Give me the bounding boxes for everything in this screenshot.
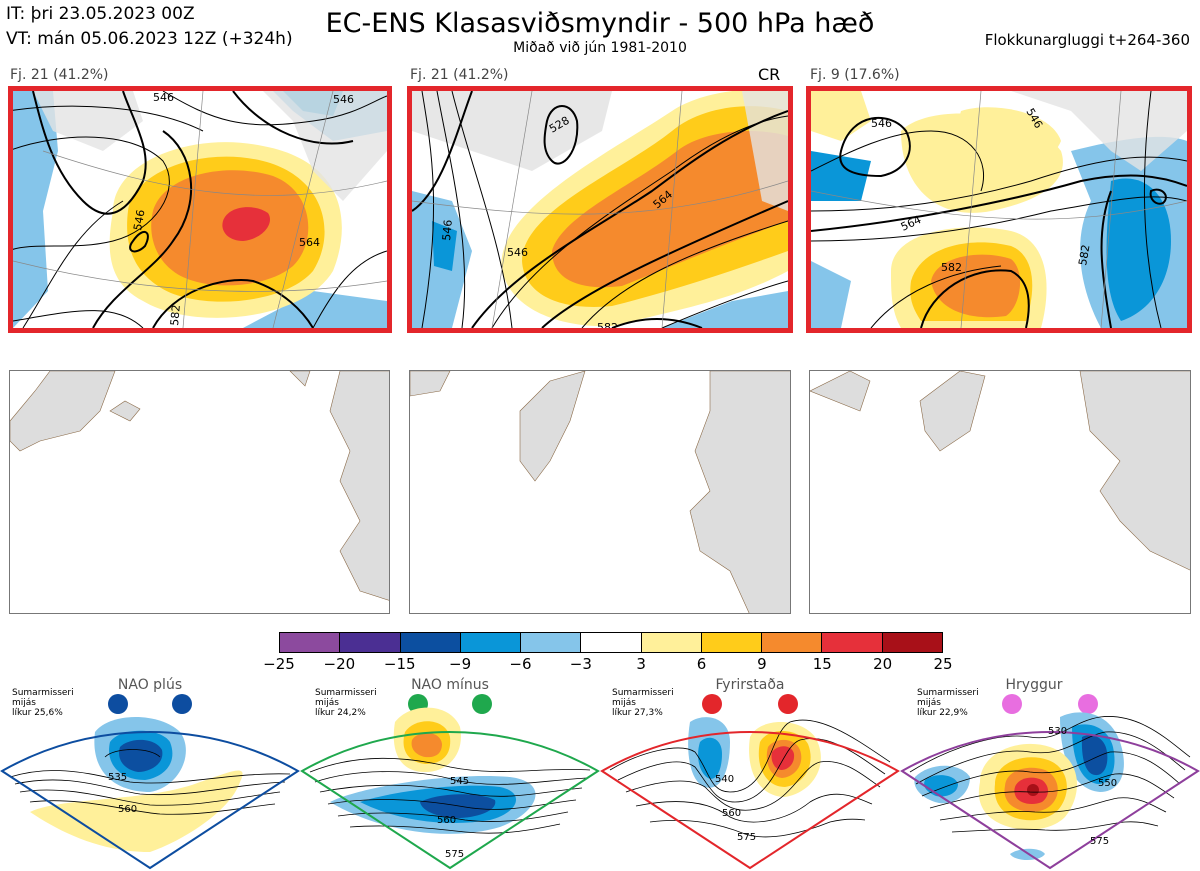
regime-3-info: Sumarmisseri mijás líkur 27,3% bbox=[612, 688, 674, 718]
land-outline-2 bbox=[410, 371, 790, 613]
contour-label: 546 bbox=[507, 246, 528, 259]
cluster-map-2-graphic: 546 564 546 528 582 bbox=[412, 91, 788, 328]
contour-label: 546 bbox=[153, 91, 174, 104]
panel-3-label: Fj. 9 (17.6%) bbox=[810, 67, 900, 83]
cluster-map-3: 546 564 582 546 582 bbox=[806, 86, 1192, 333]
contour-label: 582 bbox=[1076, 244, 1092, 267]
contour-label: 582 bbox=[597, 321, 618, 328]
regime-1-info: Sumarmisseri mijás líkur 25,6% bbox=[12, 688, 74, 718]
cluster-map-1-graphic: 546 564 582 546 546 bbox=[13, 91, 387, 328]
colorbar-segment bbox=[521, 633, 582, 652]
regime-1-info-line: Sumarmisseri bbox=[12, 688, 74, 698]
colorbar-segment bbox=[701, 633, 763, 652]
contour-label: 535 bbox=[108, 772, 127, 783]
colorbar-tick-label: −15 bbox=[383, 655, 416, 673]
panel-2-tag: CR bbox=[758, 65, 781, 84]
contour-label: 560 bbox=[118, 804, 137, 815]
colorbar-segment bbox=[400, 633, 461, 652]
contour-label: 540 bbox=[715, 774, 734, 785]
contour-label: 546 bbox=[871, 117, 892, 130]
regime-3-marker-left bbox=[702, 694, 722, 714]
contour-label: 550 bbox=[1098, 778, 1117, 789]
regime-4-info-line: Sumarmisseri bbox=[917, 688, 979, 698]
contour-label: 575 bbox=[1090, 836, 1109, 847]
regime-map-nao-plus: 535 560 bbox=[0, 694, 300, 870]
contour-label: 530 bbox=[1048, 726, 1067, 737]
colorbar-segment bbox=[460, 633, 522, 652]
colorbar-tick-label: −25 bbox=[263, 655, 295, 673]
empty-map-2 bbox=[409, 370, 791, 614]
contour-label: 546 bbox=[333, 93, 354, 106]
contour-label: 546 bbox=[131, 209, 147, 232]
regime-3-title: Fyrirstaða bbox=[715, 677, 785, 693]
panel-2-label: Fj. 21 (41.2%) bbox=[410, 67, 509, 83]
regime-map-ridge: 530 550 575 bbox=[900, 694, 1200, 870]
ridge-center bbox=[1027, 784, 1039, 796]
contour-label: 546 bbox=[440, 219, 455, 241]
regime-2-marker-right bbox=[472, 694, 492, 714]
contour-label: 582 bbox=[941, 261, 962, 274]
regime-1-info-line: mijás bbox=[12, 698, 36, 708]
regime-1-info-line: líkur 25,6% bbox=[12, 708, 63, 718]
land-outline-1 bbox=[10, 371, 389, 601]
regime-1-title: NAO plús bbox=[117, 677, 183, 693]
regime-4-info: Sumarmisseri mijás líkur 22,9% bbox=[917, 688, 979, 718]
valid-time: VT: mán 05.06.2023 12Z (+324h) bbox=[6, 29, 293, 49]
colorbar-tick-label: 25 bbox=[933, 655, 953, 673]
regime-2-title: NAO mínus bbox=[411, 677, 489, 693]
page-subtitle: Miðað við jún 1981-2010 bbox=[513, 40, 687, 56]
colorbar-tick-label: −9 bbox=[449, 655, 472, 673]
empty-map-3 bbox=[809, 370, 1191, 614]
colorbar-tick-label: −3 bbox=[569, 655, 592, 673]
classification-window: Flokkunargluggi t+264-360 bbox=[984, 31, 1190, 49]
regime-1-marker-right bbox=[172, 694, 192, 714]
panel-1-label: Fj. 21 (41.2%) bbox=[10, 67, 109, 83]
empty-map-1 bbox=[9, 370, 390, 614]
regime-4-marker-left bbox=[1002, 694, 1022, 714]
regime-2-info-line: Sumarmisseri bbox=[315, 688, 377, 698]
contour-label: 575 bbox=[737, 832, 756, 843]
colorbar-segment bbox=[641, 633, 702, 652]
regime-map-nao-minus: 545 560 575 bbox=[300, 694, 600, 870]
colorbar-tick-label: −20 bbox=[323, 655, 356, 673]
colorbar-tick-label: 9 bbox=[757, 655, 767, 673]
page-title: EC-ENS Klasasviðsmyndir - 500 hPa hæð bbox=[325, 8, 875, 39]
contour-label: 582 bbox=[168, 304, 183, 326]
regime-2-info-line: mijás bbox=[315, 698, 339, 708]
colorbar-segment bbox=[762, 633, 823, 652]
contour-label: 560 bbox=[437, 815, 456, 826]
colorbar-tick-label: 20 bbox=[873, 655, 893, 673]
colorbar-segment bbox=[581, 633, 642, 652]
regime-map-blocking: 540 560 575 bbox=[600, 694, 900, 870]
regime-3-info-line: Sumarmisseri bbox=[612, 688, 674, 698]
colorbar-tick-label: 6 bbox=[696, 655, 707, 673]
anomaly-colorbar bbox=[279, 632, 943, 653]
cluster-map-2: 546 564 546 528 582 bbox=[407, 86, 793, 333]
colorbar-segment bbox=[280, 633, 341, 652]
regime-2-info-line: líkur 24,2% bbox=[315, 708, 366, 718]
regime-4-title: Hryggur bbox=[1005, 677, 1063, 693]
contour-label: 545 bbox=[450, 776, 469, 787]
regime-3-info-line: líkur 27,3% bbox=[612, 708, 663, 718]
regime-1-marker-left bbox=[108, 694, 128, 714]
contour-label: 560 bbox=[722, 808, 741, 819]
land-outline-3 bbox=[810, 371, 1190, 571]
colorbar-tick-label: −6 bbox=[509, 655, 532, 673]
regime-4-marker-right bbox=[1078, 694, 1098, 714]
colorbar-segment bbox=[340, 633, 401, 652]
regime-3-info-line: mijás bbox=[612, 698, 636, 708]
cluster-map-3-graphic: 546 564 582 546 582 bbox=[811, 91, 1187, 328]
colorbar-tick-label: 15 bbox=[812, 655, 832, 673]
cluster-map-1: 546 564 582 546 546 bbox=[8, 86, 392, 333]
regime-2-info: Sumarmisseri mijás líkur 24,2% bbox=[315, 688, 377, 718]
regime-3-marker-right bbox=[778, 694, 798, 714]
regime-4-info-line: mijás bbox=[917, 698, 941, 708]
colorbar-tick-label: 3 bbox=[636, 655, 646, 673]
initial-time: IT: þri 23.05.2023 00Z bbox=[6, 4, 195, 24]
regime-4-info-line: líkur 22,9% bbox=[917, 708, 968, 718]
contour-label: 564 bbox=[299, 236, 320, 249]
colorbar-segment bbox=[822, 633, 883, 652]
colorbar-segment bbox=[882, 633, 942, 652]
contour-label: 575 bbox=[445, 849, 464, 860]
